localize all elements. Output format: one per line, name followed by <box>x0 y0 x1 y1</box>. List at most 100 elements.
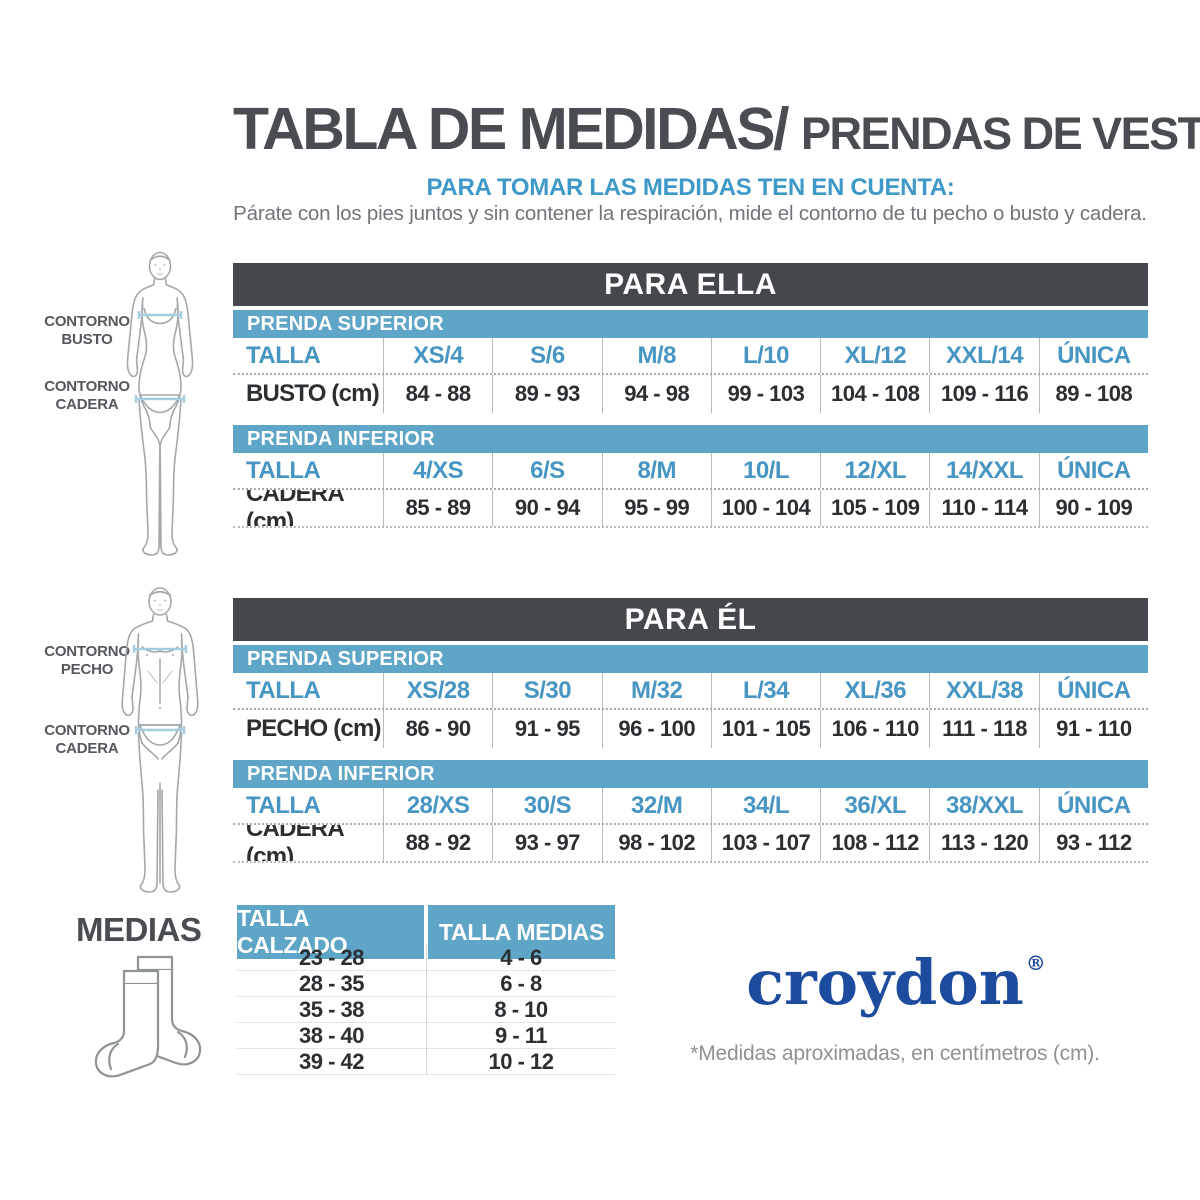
value-cell: 86 - 90 <box>383 710 492 748</box>
size-cell: XXL/38 <box>929 673 1038 708</box>
male-hip-label: CONTORNO CADERA <box>44 722 130 757</box>
size-cell: XXL/14 <box>929 338 1038 373</box>
size-cell: 38/XXL <box>929 788 1038 823</box>
size-cell: XS/4 <box>383 338 492 373</box>
women-size-table: PARA ELLA PRENDA SUPERIOR TALLA XS/4 S/6… <box>233 263 1148 528</box>
page-title-main: TABLA DE MEDIDAS/ <box>233 96 790 162</box>
sock-size-header: TALLA MEDIAS <box>428 905 615 959</box>
medias-row: 28 - 35 6 - 8 <box>237 971 615 997</box>
value-cell: 84 - 88 <box>383 375 492 413</box>
row-label: TALLA <box>246 456 321 484</box>
medias-row: 35 - 38 8 - 10 <box>237 997 615 1023</box>
value-cell: 96 - 100 <box>601 710 711 748</box>
value-cell: 101 - 105 <box>710 710 820 748</box>
shoe-size-cell: 23 - 28 <box>299 945 365 970</box>
value-cell: 95 - 99 <box>601 490 711 526</box>
value-cell: 109 - 116 <box>929 375 1038 413</box>
women-upper-size-row: TALLA XS/4 S/6 M/8 L/10 XL/12 XXL/14 ÚNI… <box>233 338 1148 375</box>
value-cell: 103 - 107 <box>710 825 820 861</box>
female-bust-label: CONTORNO BUSTO <box>44 313 130 348</box>
row-label: BUSTO (cm) <box>246 380 380 407</box>
size-cell: 12/XL <box>820 453 929 488</box>
size-cell: L/10 <box>710 338 820 373</box>
sock-size-cell: 4 - 6 <box>426 945 615 971</box>
women-upper-band: PRENDA SUPERIOR <box>233 310 1148 338</box>
shoe-size-cell: 39 - 42 <box>299 1049 365 1074</box>
size-cell: 14/XXL <box>929 453 1038 488</box>
size-cell: 32/M <box>601 788 711 823</box>
row-label: CADERA (cm) <box>246 490 344 526</box>
shoe-size-cell: 28 - 35 <box>299 971 365 996</box>
women-bust-row: BUSTO (cm) 84 - 88 89 - 93 94 - 98 99 - … <box>233 375 1148 413</box>
instructions-text: Párate con los pies juntos y sin contene… <box>233 202 1147 225</box>
size-cell: 6/S <box>492 453 601 488</box>
croydon-logo-text: croydon <box>746 946 1024 1019</box>
men-chest-row: PECHO (cm) 86 - 90 91 - 95 96 - 100 101 … <box>233 710 1148 748</box>
value-cell: 89 - 93 <box>492 375 601 413</box>
value-cell: 111 - 118 <box>929 710 1038 748</box>
measurements-note: *Medidas aproximadas, en centímetros (cm… <box>690 1042 1100 1065</box>
registered-mark: ® <box>1025 951 1046 976</box>
male-chest-label: CONTORNO PECHO <box>44 643 130 678</box>
value-cell: 98 - 102 <box>601 825 711 861</box>
row-label: TALLA <box>246 341 321 369</box>
female-measure-lines <box>134 311 186 403</box>
value-cell: 89 - 108 <box>1038 375 1148 413</box>
value-cell: 94 - 98 <box>601 375 711 413</box>
page-title-secondary: PRENDAS DE VESTIR <box>801 108 1200 159</box>
female-body-outline <box>126 251 194 556</box>
women-lower-size-row: TALLA 4/XS 6/S 8/M 10/L 12/XL 14/XXL ÚNI… <box>233 453 1148 490</box>
size-cell: 8/M <box>601 453 711 488</box>
men-table-title: PARA ÉL <box>233 598 1148 641</box>
sock-size-cell: 9 - 11 <box>426 1023 615 1049</box>
row-label: CADERA (cm) <box>246 825 344 861</box>
value-cell: 106 - 110 <box>820 710 929 748</box>
medias-table: TALLA CALZADO TALLA MEDIAS 23 - 28 4 - 6… <box>237 905 615 1075</box>
size-cell: XS/28 <box>383 673 492 708</box>
value-cell: 91 - 95 <box>492 710 601 748</box>
value-cell: 113 - 120 <box>929 825 1038 861</box>
page-title: TABLA DE MEDIDAS/ PRENDAS DE VESTIR <box>233 95 1200 163</box>
value-cell: 90 - 109 <box>1038 490 1148 526</box>
size-cell: ÚNICA <box>1038 453 1148 488</box>
row-label: TALLA <box>246 791 321 819</box>
size-cell: XL/12 <box>820 338 929 373</box>
women-lower-band: PRENDA INFERIOR <box>233 425 1148 453</box>
medias-row: 38 - 40 9 - 11 <box>237 1023 615 1049</box>
row-label: PECHO (cm) <box>246 715 382 742</box>
size-cell: M/8 <box>601 338 711 373</box>
size-cell: 30/S <box>492 788 601 823</box>
male-measure-lines <box>132 645 188 734</box>
shoe-size-header: TALLA CALZADO <box>237 905 424 959</box>
size-cell: 28/XS <box>383 788 492 823</box>
size-cell: ÚNICA <box>1038 788 1148 823</box>
socks-icon <box>94 955 202 1078</box>
sock-size-cell: 10 - 12 <box>426 1049 615 1075</box>
value-cell: 100 - 104 <box>710 490 820 526</box>
value-cell: 85 - 89 <box>383 490 492 526</box>
croydon-logo: croydon ® <box>655 946 1135 1019</box>
size-cell: 34/L <box>710 788 820 823</box>
men-upper-size-row: TALLA XS/28 S/30 M/32 L/34 XL/36 XXL/38 … <box>233 673 1148 710</box>
size-cell: ÚNICA <box>1038 338 1148 373</box>
value-cell: 90 - 94 <box>492 490 601 526</box>
value-cell: 108 - 112 <box>820 825 929 861</box>
sock-size-cell: 8 - 10 <box>426 997 615 1023</box>
male-body-outline <box>121 587 199 893</box>
row-label: TALLA <box>246 676 321 704</box>
value-cell: 88 - 92 <box>383 825 492 861</box>
value-cell: 104 - 108 <box>820 375 929 413</box>
value-cell: 99 - 103 <box>710 375 820 413</box>
value-cell: 110 - 114 <box>929 490 1038 526</box>
women-table-title: PARA ELLA <box>233 263 1148 306</box>
medias-row: 23 - 28 4 - 6 <box>237 945 615 971</box>
size-cell: ÚNICA <box>1038 673 1148 708</box>
size-cell: L/34 <box>710 673 820 708</box>
size-cell: M/32 <box>601 673 711 708</box>
women-hip-row: CADERA (cm) 85 - 89 90 - 94 95 - 99 100 … <box>233 490 1148 528</box>
size-cell: 36/XL <box>820 788 929 823</box>
value-cell: 93 - 112 <box>1038 825 1148 861</box>
value-cell: 105 - 109 <box>820 490 929 526</box>
shoe-size-cell: 38 - 40 <box>299 1023 365 1048</box>
